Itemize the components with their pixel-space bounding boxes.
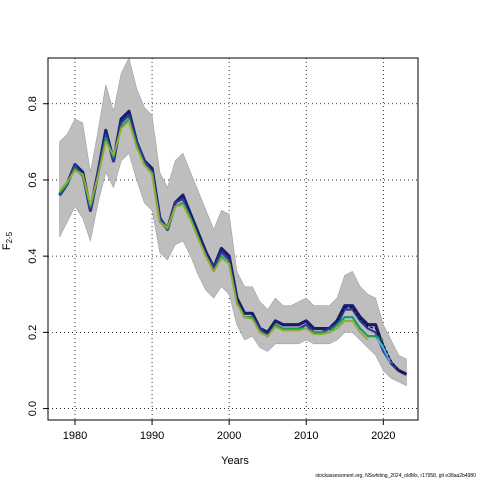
x-tick-label-1980: 1980 — [63, 430, 87, 442]
y-tick-label-3: 0.6 — [27, 172, 39, 187]
y-axis-label-subscript: 2-5 — [5, 231, 14, 243]
y-tick-label-0: 0.0 — [27, 401, 39, 416]
y-axis-label: F2-5 — [1, 231, 14, 250]
y-tick-label-4: 0.8 — [27, 96, 39, 111]
confidence-band — [59, 57, 407, 387]
svg-text:F2-5: F2-5 — [1, 231, 14, 250]
y-tick-label-1: 0.2 — [27, 325, 39, 340]
x-tick-label-2010: 2010 — [294, 430, 318, 442]
x-tick-label-2000: 2000 — [217, 430, 241, 442]
series-line-4 — [58, 119, 369, 341]
x-axis: 1980 1990 2000 2010 2020 — [63, 420, 396, 442]
footer-credit: stockassessment.org, NSwhiting_2024_oldM… — [315, 473, 476, 479]
y-axis: 0.0 0.2 0.4 0.6 0.8 — [27, 96, 48, 416]
series-lines — [58, 109, 408, 376]
y-tick-label-2: 0.4 — [27, 248, 39, 263]
x-axis-label: Years — [221, 455, 249, 467]
y-axis-label-main: F — [1, 243, 13, 250]
plot-frame — [47, 57, 419, 421]
x-tick-label-1990: 1990 — [140, 430, 164, 442]
series-line-5 — [336, 306, 407, 375]
x-tick-label-2020: 2020 — [371, 430, 395, 442]
